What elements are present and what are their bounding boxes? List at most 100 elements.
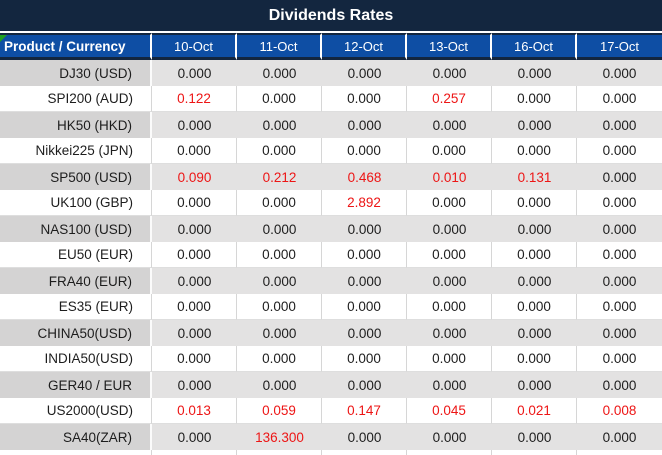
value-cell: 0.147 <box>322 398 407 424</box>
partial-cell <box>152 450 237 455</box>
value-cell: 0.000 <box>322 60 407 86</box>
value-cell: 0.000 <box>237 190 322 216</box>
value-cell: 0.000 <box>152 346 237 372</box>
header-date: 17-Oct <box>577 33 662 60</box>
value-cell: 0.000 <box>152 424 237 450</box>
table-row: INDIA50(USD) 0.000 0.000 0.000 0.000 0.000 0.0… <box>0 346 662 372</box>
product-cell: NAS100 (USD) <box>0 216 152 242</box>
value-cell: 0.000 <box>577 112 662 138</box>
partial-cell <box>237 450 322 455</box>
table-row: DJ30 (USD) 0.000 0.000 0.000 0.000 0.000 0.000 <box>0 60 662 86</box>
value-cell: 0.000 <box>577 60 662 86</box>
value-cell: 0.000 <box>322 424 407 450</box>
table-row: HK50 (HKD) 0.000 0.000 0.000 0.000 0.000 0.000 <box>0 112 662 138</box>
table-row: US2000(USD) 0.013 0.059 0.147 0.045 0.021 0.00… <box>0 398 662 424</box>
table-row: CHINA50(USD) 0.000 0.000 0.000 0.000 0.000 0.0… <box>0 320 662 346</box>
value-cell: 0.000 <box>322 86 407 112</box>
value-cell: 0.131 <box>492 164 577 190</box>
value-cell: 0.000 <box>577 424 662 450</box>
value-cell: 0.000 <box>237 60 322 86</box>
value-cell: 0.000 <box>237 268 322 294</box>
partial-cell <box>407 450 492 455</box>
product-cell: HK50 (HKD) <box>0 112 152 138</box>
table-row: GER40 / EUR 0.000 0.000 0.000 0.000 0.000 0.00… <box>0 372 662 398</box>
value-cell: 0.000 <box>152 60 237 86</box>
header-date: 11-Oct <box>237 33 322 60</box>
value-cell: 0.021 <box>492 398 577 424</box>
value-cell: 0.000 <box>152 294 237 320</box>
dividends-rates-table: Product / Currency 10-Oct 11-Oct 12-Oct 13-… <box>0 33 662 455</box>
value-cell: 0.000 <box>492 242 577 268</box>
value-cell: 0.000 <box>152 242 237 268</box>
product-cell: GER40 / EUR <box>0 372 152 398</box>
value-cell: 0.010 <box>407 164 492 190</box>
value-cell: 0.212 <box>237 164 322 190</box>
value-cell: 0.000 <box>407 60 492 86</box>
value-cell: 0.059 <box>237 398 322 424</box>
value-cell: 0.000 <box>322 242 407 268</box>
value-cell: 0.000 <box>577 346 662 372</box>
value-cell: 0.122 <box>152 86 237 112</box>
value-cell: 0.000 <box>577 86 662 112</box>
value-cell: 0.000 <box>322 112 407 138</box>
value-cell: 0.000 <box>492 60 577 86</box>
header-date: 16-Oct <box>492 33 577 60</box>
value-cell: 0.008 <box>577 398 662 424</box>
header-date: 10-Oct <box>152 33 237 60</box>
value-cell: 0.000 <box>152 268 237 294</box>
value-cell: 0.000 <box>407 346 492 372</box>
value-cell: 0.000 <box>152 320 237 346</box>
value-cell: 0.000 <box>237 346 322 372</box>
value-cell: 0.013 <box>152 398 237 424</box>
product-cell: FRA40 (EUR) <box>0 268 152 294</box>
value-cell: 0.468 <box>322 164 407 190</box>
product-cell: UK100 (GBP) <box>0 190 152 216</box>
value-cell: 0.000 <box>322 346 407 372</box>
product-cell: SP500 (USD) <box>0 164 152 190</box>
header-product-currency: Product / Currency <box>0 33 152 60</box>
value-cell: 0.000 <box>237 138 322 164</box>
value-cell: 0.000 <box>322 216 407 242</box>
table-row: FRA40 (EUR) 0.000 0.000 0.000 0.000 0.000 0.00… <box>0 268 662 294</box>
partial-cell <box>322 450 407 455</box>
value-cell: 0.000 <box>237 372 322 398</box>
value-cell: 0.000 <box>577 190 662 216</box>
value-cell: 0.000 <box>407 138 492 164</box>
product-cell: CHINA50(USD) <box>0 320 152 346</box>
value-cell: 0.000 <box>407 372 492 398</box>
value-cell: 0.000 <box>492 346 577 372</box>
value-cell: 0.000 <box>322 320 407 346</box>
excel-error-corner-icon <box>0 35 7 42</box>
value-cell: 0.000 <box>492 268 577 294</box>
header-date: 12-Oct <box>322 33 407 60</box>
product-cell: ES35 (EUR) <box>0 294 152 320</box>
value-cell: 0.000 <box>237 112 322 138</box>
product-cell: SPI200 (AUD) <box>0 86 152 112</box>
value-cell: 0.000 <box>492 320 577 346</box>
product-cell: INDIA50(USD) <box>0 346 152 372</box>
value-cell: 0.000 <box>492 138 577 164</box>
value-cell: 0.257 <box>407 86 492 112</box>
value-cell: 0.000 <box>577 164 662 190</box>
partial-cell <box>492 450 577 455</box>
value-cell: 0.000 <box>492 190 577 216</box>
value-cell: 0.000 <box>322 138 407 164</box>
value-cell: 0.000 <box>577 320 662 346</box>
value-cell: 0.000 <box>407 190 492 216</box>
value-cell: 0.000 <box>322 268 407 294</box>
value-cell: 0.000 <box>492 294 577 320</box>
value-cell: 0.000 <box>152 216 237 242</box>
value-cell: 0.000 <box>152 372 237 398</box>
value-cell: 136.300 <box>237 424 322 450</box>
value-cell: 0.045 <box>407 398 492 424</box>
value-cell: 0.000 <box>577 216 662 242</box>
value-cell: 0.000 <box>237 294 322 320</box>
value-cell: 0.000 <box>577 294 662 320</box>
value-cell: 0.000 <box>492 112 577 138</box>
product-cell: DJ30 (USD) <box>0 60 152 86</box>
table-row: NAS100 (USD) 0.000 0.000 0.000 0.000 0.000 0.0… <box>0 216 662 242</box>
partial-cell <box>577 450 662 455</box>
value-cell: 2.892 <box>322 190 407 216</box>
value-cell: 0.000 <box>492 216 577 242</box>
value-cell: 0.000 <box>322 372 407 398</box>
